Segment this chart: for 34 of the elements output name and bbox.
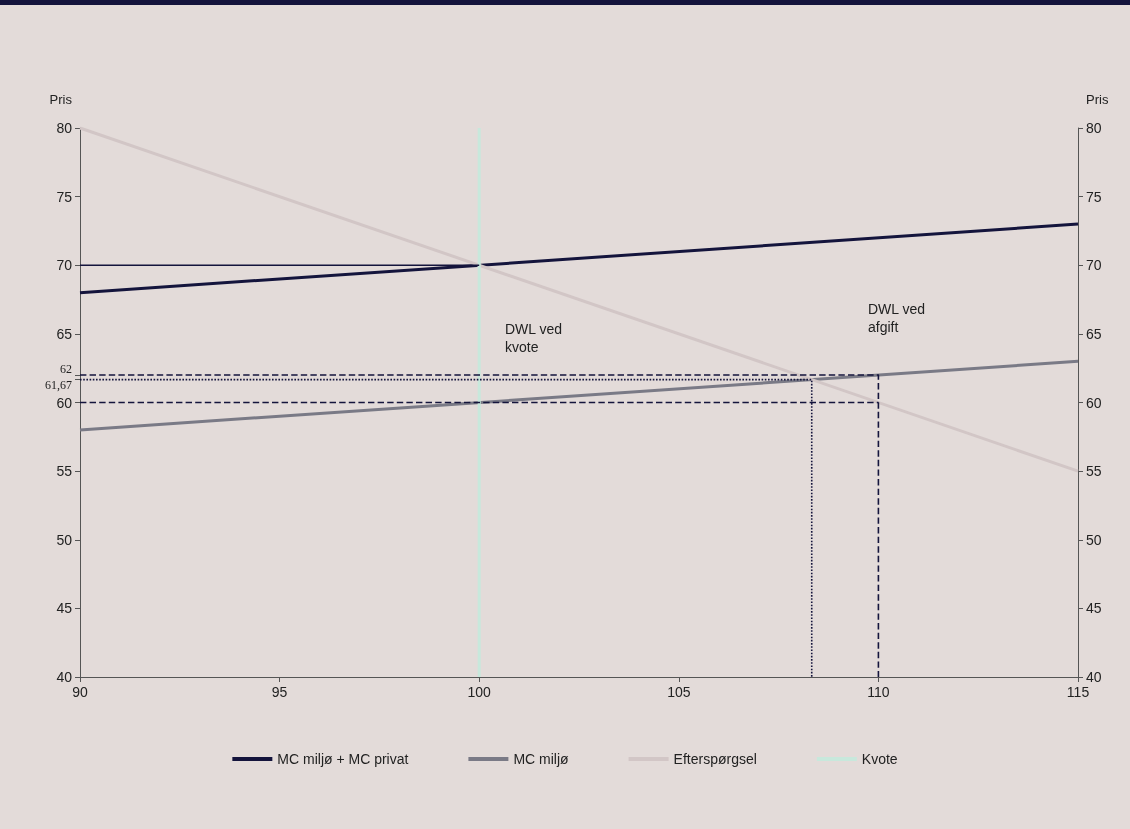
- x-tick-label: 115: [1066, 684, 1090, 700]
- y2-tick-label: 45: [1086, 600, 1102, 617]
- annotation: DWL ved kvote: [505, 321, 563, 355]
- y-tick-label: 55: [56, 463, 73, 480]
- y-axis-title: Pris: [49, 92, 73, 107]
- x-tick-label: 105: [667, 684, 691, 700]
- legend-label: MC miljø: [513, 751, 570, 767]
- x-tick-label: 100: [467, 684, 492, 700]
- y2-tick-label: 60: [1086, 394, 1102, 411]
- legend-label: Efterspørgsel: [673, 751, 757, 767]
- x-tick-label: 90: [72, 684, 88, 700]
- y-tick-label: 80: [56, 120, 73, 136]
- x-tick-label: 95: [271, 684, 288, 700]
- y-tick-label: 45: [56, 600, 73, 617]
- y-tick-label: 50: [56, 531, 73, 548]
- y-tick-label: 62: [60, 362, 72, 377]
- legend-label: Kvote: [861, 751, 898, 767]
- y2-tick-label: 75: [1086, 188, 1102, 205]
- y2-tick-label: 80: [1086, 120, 1102, 136]
- y-tick-label: 65: [56, 325, 73, 342]
- y-tick-label: 70: [56, 257, 73, 274]
- y2-tick-label: 40: [1086, 669, 1102, 685]
- y-tick-label: 75: [56, 188, 73, 205]
- y2-tick-label: 50: [1086, 531, 1102, 548]
- annotation: DWL ved afgift: [868, 301, 926, 335]
- y2-axis-title: Pris: [1086, 92, 1109, 107]
- y2-tick-label: 70: [1086, 257, 1102, 274]
- y-tick-label: 60: [56, 394, 73, 411]
- y-tick-label: 40: [56, 669, 73, 685]
- legend-label: MC miljø + MC privat: [277, 751, 409, 767]
- y2-tick-label: 65: [1086, 325, 1102, 342]
- y2-tick-label: 55: [1086, 463, 1102, 480]
- y-tick-label: 61,67: [45, 377, 72, 392]
- x-tick-label: 110: [867, 684, 890, 700]
